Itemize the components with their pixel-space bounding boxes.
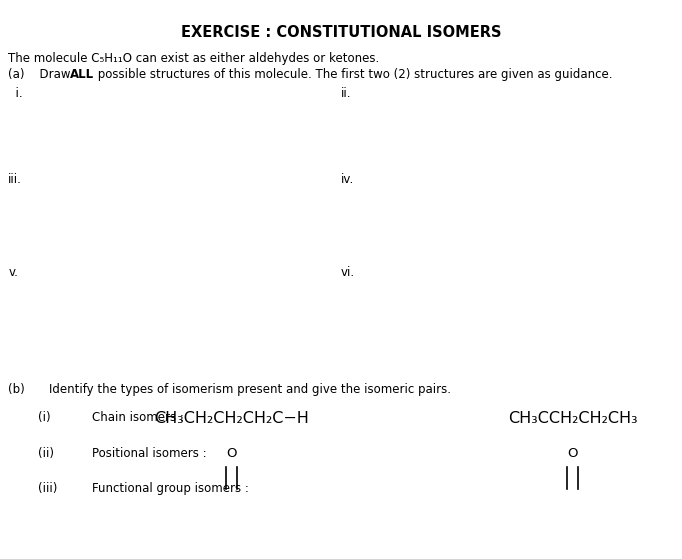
Text: iv.: iv. (341, 173, 354, 186)
Text: iii.: iii. (8, 173, 22, 186)
Text: v.: v. (8, 266, 18, 278)
Text: i.: i. (8, 87, 23, 100)
Text: Functional group isomers :: Functional group isomers : (92, 482, 249, 495)
Text: vi.: vi. (341, 266, 355, 278)
Text: CH₃CH₂CH₂CH₂C−H: CH₃CH₂CH₂CH₂C−H (154, 411, 310, 426)
Text: O: O (567, 447, 578, 460)
Text: possible structures of this molecule. The first two (2) structures are given as : possible structures of this molecule. Th… (94, 68, 612, 81)
Text: EXERCISE : CONSTITUTIONAL ISOMERS: EXERCISE : CONSTITUTIONAL ISOMERS (181, 25, 501, 40)
Text: Identify the types of isomerism present and give the isomeric pairs.: Identify the types of isomerism present … (49, 383, 451, 396)
Text: (iii): (iii) (38, 482, 57, 495)
Text: Positional isomers :: Positional isomers : (92, 447, 207, 460)
Text: O: O (226, 447, 237, 460)
Text: The molecule C₅H₁₁O can exist as either aldehydes or ketones.: The molecule C₅H₁₁O can exist as either … (8, 52, 379, 65)
Text: (b): (b) (8, 383, 25, 396)
Text: ii.: ii. (341, 87, 351, 100)
Text: (ii): (ii) (38, 447, 53, 460)
Text: (a)    Draw: (a) Draw (8, 68, 74, 81)
Text: ALL: ALL (70, 68, 93, 81)
Text: CH₃CCH₂CH₂CH₃: CH₃CCH₂CH₂CH₃ (508, 411, 638, 426)
Text: Chain isomers :: Chain isomers : (92, 411, 184, 424)
Text: (i): (i) (38, 411, 50, 424)
